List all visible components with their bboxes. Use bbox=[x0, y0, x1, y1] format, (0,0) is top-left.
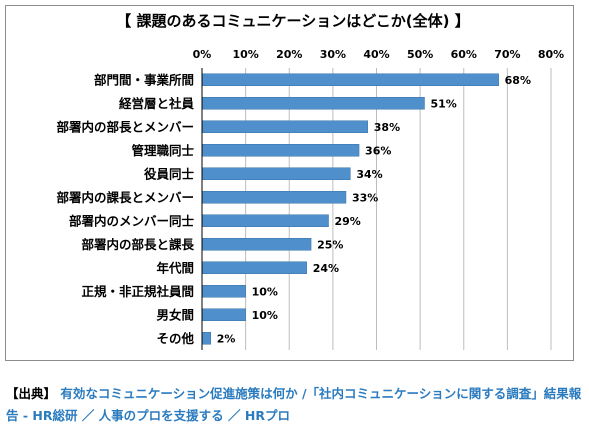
bar bbox=[201, 214, 329, 227]
bar bbox=[201, 238, 312, 251]
value-label: 38% bbox=[374, 121, 400, 134]
bar bbox=[201, 120, 369, 133]
bar bbox=[201, 191, 347, 204]
gridlines bbox=[201, 68, 552, 350]
value-label: 51% bbox=[430, 97, 456, 110]
x-tick-label: 0% bbox=[193, 48, 212, 61]
category-label: 経営層と社員 bbox=[119, 96, 195, 111]
source-link[interactable]: 有効なコミュニケーション促進施策は何か /「社内コミュニケーションに関する調査」… bbox=[6, 386, 582, 423]
value-label: 10% bbox=[252, 285, 278, 298]
bar bbox=[201, 73, 499, 86]
category-label: 部署内の部長と課長 bbox=[81, 237, 194, 252]
category-label: 部署内の部長とメンバー bbox=[56, 119, 194, 134]
source-tag: 【出典】 bbox=[6, 386, 57, 401]
value-label: 24% bbox=[313, 262, 339, 275]
value-labels: 68% 51% 38% 36% 34% 33% 29% 25% 24% 10% 10% 2% bbox=[217, 74, 531, 346]
value-label: 10% bbox=[252, 309, 278, 322]
source-citation: 【出典】 有効なコミュニケーション促進施策は何か /「社内コミュニケーションに関… bbox=[6, 383, 584, 427]
category-label: 部署内のメンバー同士 bbox=[69, 213, 195, 228]
value-label: 29% bbox=[335, 215, 361, 228]
category-label: 管理職同士 bbox=[131, 143, 194, 158]
x-axis-ticks: 0% 10% 20% 30% 40% 50% 60% 70% 80% bbox=[193, 48, 565, 61]
x-tick-label: 40% bbox=[363, 48, 389, 61]
category-label: 部門間・事業所間 bbox=[94, 72, 194, 87]
bar bbox=[201, 308, 246, 321]
category-label: 部署内の課長とメンバー bbox=[56, 190, 194, 205]
category-label: 男女間 bbox=[156, 307, 194, 322]
category-label: その他 bbox=[156, 331, 194, 346]
value-label: 25% bbox=[317, 238, 343, 251]
x-tick-label: 60% bbox=[451, 48, 477, 61]
value-label: 36% bbox=[365, 144, 391, 157]
bar bbox=[201, 97, 425, 110]
chart-title: 【 課題のあるコミュニケーションはどこか(全体) 】 bbox=[116, 12, 469, 30]
x-tick-label: 70% bbox=[494, 48, 520, 61]
chart-frame: 【 課題のあるコミュニケーションはどこか(全体) 】 0% 10% 20% 30% 40… bbox=[5, 5, 574, 361]
bars bbox=[201, 73, 499, 345]
value-label: 33% bbox=[352, 191, 378, 204]
x-tick-label: 80% bbox=[538, 48, 564, 61]
bar bbox=[201, 285, 246, 298]
x-tick-label: 50% bbox=[407, 48, 433, 61]
category-labels: 部門間・事業所間経営層と社員部署内の部長とメンバー管理職同士役員同士部署内の課長… bbox=[56, 72, 194, 346]
value-label: 34% bbox=[356, 168, 382, 181]
x-tick-label: 20% bbox=[276, 48, 302, 61]
value-label: 68% bbox=[505, 74, 531, 87]
bar bbox=[201, 332, 211, 345]
bar bbox=[201, 144, 360, 157]
category-label: 役員同士 bbox=[144, 166, 195, 181]
x-tick-label: 10% bbox=[232, 48, 258, 61]
x-tick-label: 30% bbox=[320, 48, 346, 61]
category-label: 年代間 bbox=[156, 260, 194, 275]
value-label: 2% bbox=[217, 332, 236, 345]
bar bbox=[201, 167, 351, 180]
category-label: 正規・非正規社員間 bbox=[81, 284, 194, 299]
bar bbox=[201, 261, 307, 274]
bar-chart: 【 課題のあるコミュニケーションはどこか(全体) 】 0% 10% 20% 30% 40… bbox=[56, 12, 565, 350]
